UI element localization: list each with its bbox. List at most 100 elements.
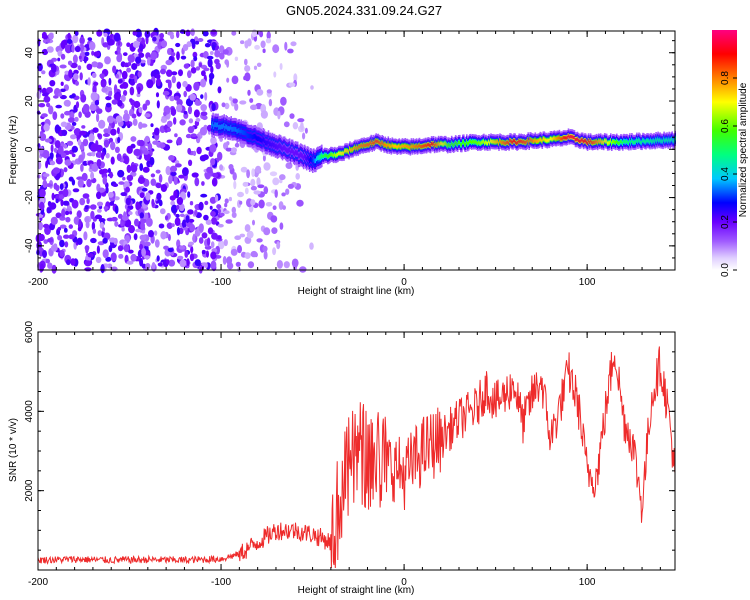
track-segment — [444, 141, 447, 145]
noise-blob — [211, 177, 218, 187]
track-segment — [622, 141, 624, 145]
track-segment — [366, 143, 368, 147]
track-segment — [362, 144, 364, 148]
noise-blob — [234, 235, 242, 240]
noise-blob — [139, 212, 144, 219]
track-segment — [413, 145, 416, 149]
track-segment — [285, 147, 288, 153]
noise-blob — [192, 233, 196, 243]
track-segment — [347, 149, 349, 153]
track-segment — [373, 142, 375, 146]
track-segment — [509, 139, 511, 143]
noise-blob — [64, 210, 70, 216]
track-segment — [600, 140, 603, 144]
noise-blob — [39, 188, 46, 198]
noise-blob — [226, 256, 233, 265]
track-segment — [595, 139, 598, 143]
noise-blob — [201, 181, 205, 186]
noise-blob — [256, 89, 264, 96]
noise-blob — [207, 227, 214, 235]
track-segment — [281, 146, 284, 152]
track-segment — [396, 145, 399, 149]
noise-blob — [230, 248, 238, 256]
track-segment — [426, 143, 429, 147]
track-segment — [517, 141, 519, 145]
track-segment — [296, 150, 299, 156]
track-segment — [435, 143, 438, 147]
noise-blob — [62, 234, 70, 239]
track-segment — [375, 139, 377, 143]
noise-blob — [153, 230, 158, 236]
noise-blob — [240, 166, 248, 173]
noise-blob — [210, 65, 214, 74]
track-segment — [562, 136, 565, 140]
noise-blob — [138, 107, 143, 114]
noise-blob — [189, 253, 195, 262]
track-segment — [361, 143, 363, 147]
track-segment — [631, 138, 633, 143]
track-segment — [629, 139, 631, 143]
noise-blob — [65, 216, 71, 223]
noise-blob — [210, 241, 215, 249]
noise-blob — [165, 165, 171, 176]
colorbar-tick-label: 0.4 — [720, 167, 731, 181]
noise-blob — [80, 94, 87, 103]
track-segment — [599, 139, 602, 143]
noise-blob — [183, 90, 187, 98]
noise-blob — [96, 245, 100, 254]
noise-blob — [141, 187, 148, 192]
track-segment — [549, 137, 552, 141]
track-segment — [461, 143, 463, 147]
noise-blob — [126, 174, 134, 182]
noise-blob — [160, 40, 168, 48]
track-segment — [330, 152, 332, 156]
noise-blob — [41, 113, 48, 118]
track-segment — [391, 143, 394, 147]
track-segment — [592, 140, 595, 145]
noise-blob — [88, 133, 95, 143]
track-segment — [384, 142, 387, 146]
track-segment — [400, 145, 403, 149]
noise-blob — [96, 113, 100, 123]
track-segment — [492, 140, 494, 144]
track-segment — [468, 141, 470, 145]
noise-blob — [66, 140, 74, 146]
noise-blob — [187, 105, 193, 115]
noise-blob — [84, 267, 92, 272]
track-segment — [254, 133, 257, 139]
noise-blob — [200, 111, 208, 116]
track-segment — [573, 136, 576, 140]
noise-blob — [192, 38, 196, 48]
noise-blob — [52, 111, 58, 120]
track-segment — [381, 140, 383, 145]
track-segment — [528, 140, 530, 145]
track-segment — [546, 139, 549, 143]
noise-blob — [67, 32, 71, 40]
noise-blob — [68, 176, 74, 182]
noise-blob — [102, 176, 108, 185]
noise-blob — [223, 142, 229, 150]
noise-blob — [287, 48, 294, 54]
track-segment — [645, 140, 647, 144]
noise-blob — [176, 136, 183, 146]
noise-blob — [288, 82, 296, 87]
track-segment — [583, 139, 586, 143]
noise-blob — [176, 30, 180, 39]
track-segment — [214, 122, 216, 128]
track-segment — [537, 139, 540, 143]
noise-blob — [204, 43, 211, 48]
noise-blob — [96, 191, 102, 200]
track-segment — [496, 140, 498, 144]
noise-blob — [129, 98, 133, 103]
track-segment — [624, 140, 626, 144]
track-segment — [223, 123, 225, 128]
noise-blob — [51, 192, 55, 201]
noise-blob — [178, 245, 186, 250]
track-segment — [561, 137, 564, 141]
track-segment — [289, 150, 292, 156]
noise-blob — [209, 144, 217, 153]
noise-blob — [280, 96, 287, 106]
track-segment — [450, 141, 453, 145]
noise-blob — [60, 199, 64, 207]
track-segment — [310, 156, 312, 162]
